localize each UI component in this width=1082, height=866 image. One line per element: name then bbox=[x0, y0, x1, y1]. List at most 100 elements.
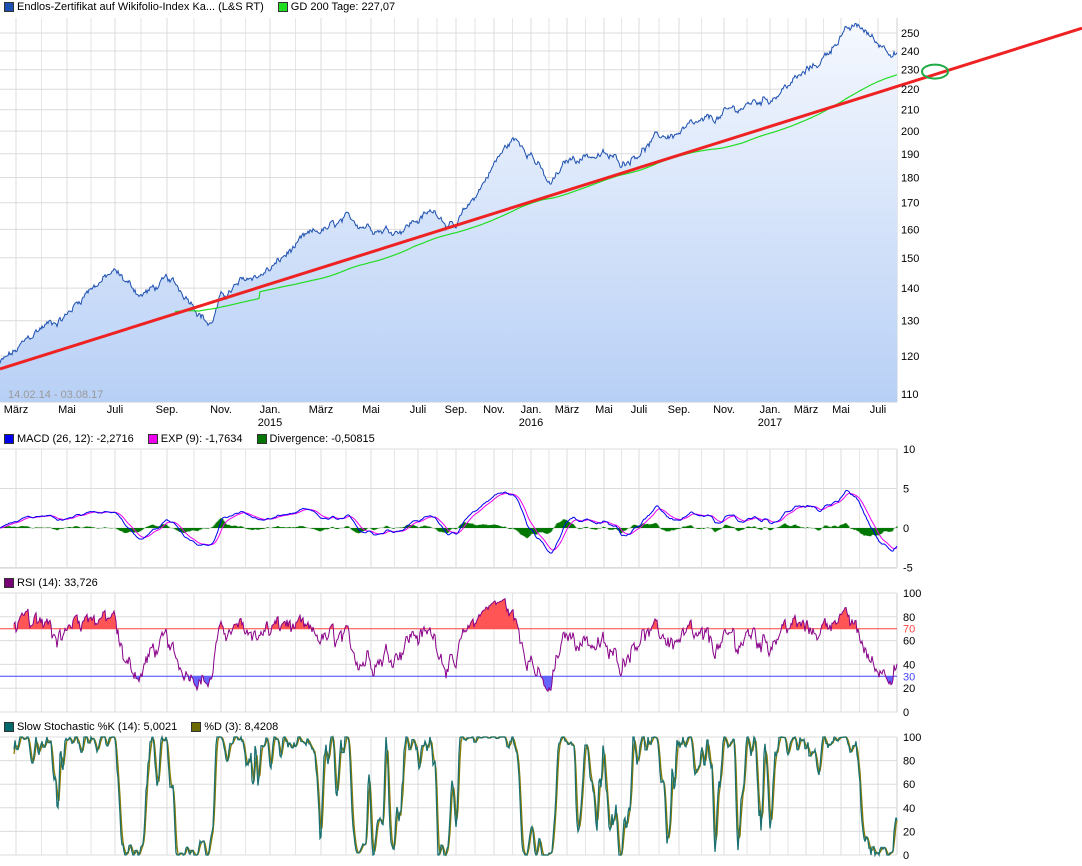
y-tick-label: 60 bbox=[903, 636, 915, 648]
legend-label: Divergence: -0,50815 bbox=[269, 433, 375, 445]
y-tick-label: 0 bbox=[903, 523, 909, 535]
date-range-label: 14.02.14 - 03.08.17 bbox=[8, 389, 103, 401]
y-tick-label: 100 bbox=[903, 732, 921, 744]
legend-stochastic: Slow Stochastic %K (14): 5,0021 %D (3): … bbox=[4, 721, 278, 733]
y-tick-label: 230 bbox=[901, 65, 919, 77]
legend-swatch bbox=[277, 2, 288, 12]
y-tick-label: 150 bbox=[901, 253, 919, 265]
legend-item-gd200: GD 200 Tage: 227,07 bbox=[277, 1, 396, 13]
y-tick-label: -5 bbox=[903, 563, 913, 575]
y-tick-label: 40 bbox=[903, 659, 915, 671]
legend-swatch bbox=[191, 722, 202, 732]
x-tick-label: Jan. bbox=[260, 404, 281, 416]
x-tick-year: 2016 bbox=[519, 417, 543, 429]
x-tick-label: März bbox=[555, 404, 579, 416]
x-tick-label: Mai bbox=[58, 404, 76, 416]
axis-labels: 2502402302202102001901801701601501401301… bbox=[4, 28, 922, 862]
legend-swatch bbox=[4, 2, 14, 12]
x-tick-label: Sep. bbox=[156, 404, 179, 416]
y-tick-label: 250 bbox=[901, 28, 919, 40]
legend-swatch bbox=[4, 434, 14, 444]
macd-line bbox=[0, 489, 898, 554]
x-tick-label: Nov. bbox=[210, 404, 232, 416]
legend-item-d: %D (3): 8,4208 bbox=[191, 721, 278, 733]
legend-item-divergence: Divergence: -0,50815 bbox=[256, 433, 375, 445]
y-tick-label: 200 bbox=[901, 126, 919, 138]
x-tick-label: Jan. bbox=[521, 404, 542, 416]
y-tick-label: 10 bbox=[903, 444, 915, 456]
legend-label: RSI (14): 33,726 bbox=[17, 577, 98, 589]
x-tick-label: Mai bbox=[595, 404, 613, 416]
divergence-histogram bbox=[0, 518, 898, 539]
y-tick-label: 120 bbox=[901, 351, 919, 363]
x-tick-label: Nov. bbox=[483, 404, 505, 416]
y-tick-label: 170 bbox=[901, 198, 919, 210]
trendline bbox=[0, 26, 1082, 371]
y-tick-label: 40 bbox=[903, 803, 915, 815]
x-tick-label: Sep. bbox=[668, 404, 691, 416]
chart-marks bbox=[0, 22, 1082, 858]
legend-item-exp: EXP (9): -1,7634 bbox=[147, 433, 243, 445]
y-tick-label: 190 bbox=[901, 149, 919, 161]
rsi-level-label: 70 bbox=[903, 624, 915, 636]
legend-label: %D (3): 8,4208 bbox=[204, 721, 279, 733]
y-tick-label: 110 bbox=[901, 389, 919, 401]
y-tick-label: 140 bbox=[901, 283, 919, 295]
x-tick-label: Jan. bbox=[760, 404, 781, 416]
y-tick-label: 0 bbox=[903, 850, 909, 862]
y-tick-label: 240 bbox=[901, 46, 919, 58]
y-tick-label: 20 bbox=[903, 826, 915, 838]
legend-swatch bbox=[4, 578, 14, 588]
stoch-k-line bbox=[13, 734, 898, 858]
y-tick-label: 210 bbox=[901, 105, 919, 117]
x-tick-label: Sep. bbox=[445, 404, 468, 416]
y-tick-label: 130 bbox=[901, 316, 919, 328]
legend-label: Endlos-Zertifikat auf Wikifolio-Index Ka… bbox=[17, 1, 264, 13]
exp-signal-line bbox=[0, 492, 898, 551]
y-tick-label: 100 bbox=[903, 588, 921, 600]
legend-label: GD 200 Tage: 227,07 bbox=[290, 1, 396, 13]
legend-main: Endlos-Zertifikat auf Wikifolio-Index Ka… bbox=[4, 1, 395, 13]
legend-item-k: Slow Stochastic %K (14): 5,0021 bbox=[4, 721, 177, 733]
stoch-d-line bbox=[13, 734, 898, 857]
legend-macd: MACD (26, 12): -2,2716 EXP (9): -1,7634 … bbox=[4, 433, 375, 445]
rsi-level-label: 30 bbox=[903, 671, 915, 683]
x-tick-label: Nov. bbox=[713, 404, 735, 416]
rsi-overbought-fill bbox=[13, 598, 857, 629]
x-tick-label: Juli bbox=[870, 404, 887, 416]
legend-label: Slow Stochastic %K (14): 5,0021 bbox=[17, 721, 178, 733]
legend-item-price: Endlos-Zertifikat auf Wikifolio-Index Ka… bbox=[4, 1, 264, 13]
y-tick-label: 60 bbox=[903, 779, 915, 791]
y-tick-label: 80 bbox=[903, 612, 915, 624]
y-tick-label: 20 bbox=[903, 683, 915, 695]
x-tick-label: Mai bbox=[832, 404, 850, 416]
legend-item-macd: MACD (26, 12): -2,2716 bbox=[4, 433, 134, 445]
x-tick-label: Mai bbox=[362, 404, 380, 416]
x-tick-year: 2017 bbox=[758, 417, 782, 429]
legend-label: EXP (9): -1,7634 bbox=[160, 433, 243, 445]
x-tick-label: März bbox=[794, 404, 818, 416]
rsi-line bbox=[13, 597, 898, 693]
x-tick-year: 2015 bbox=[258, 417, 282, 429]
y-tick-label: 80 bbox=[903, 756, 915, 768]
legend-swatch bbox=[4, 722, 14, 732]
price-area bbox=[0, 23, 897, 403]
legend-rsi: RSI (14): 33,726 bbox=[4, 577, 98, 589]
y-tick-label: 5 bbox=[903, 484, 909, 496]
y-tick-label: 180 bbox=[901, 173, 919, 185]
annotation-ellipse bbox=[921, 63, 949, 80]
x-tick-label: Juli bbox=[107, 404, 124, 416]
legend-label: MACD (26, 12): -2,2716 bbox=[17, 433, 134, 445]
legend-swatch bbox=[256, 434, 267, 444]
y-tick-label: 0 bbox=[903, 707, 909, 719]
y-tick-label: 160 bbox=[901, 224, 919, 236]
rsi-oversold-fill bbox=[133, 676, 894, 692]
x-tick-label: Juli bbox=[410, 404, 427, 416]
x-tick-label: März bbox=[4, 404, 28, 416]
legend-swatch bbox=[147, 434, 158, 444]
x-tick-label: März bbox=[309, 404, 333, 416]
legend-item-rsi: RSI (14): 33,726 bbox=[4, 577, 98, 589]
y-tick-label: 220 bbox=[901, 84, 919, 96]
x-tick-label: Juli bbox=[631, 404, 648, 416]
